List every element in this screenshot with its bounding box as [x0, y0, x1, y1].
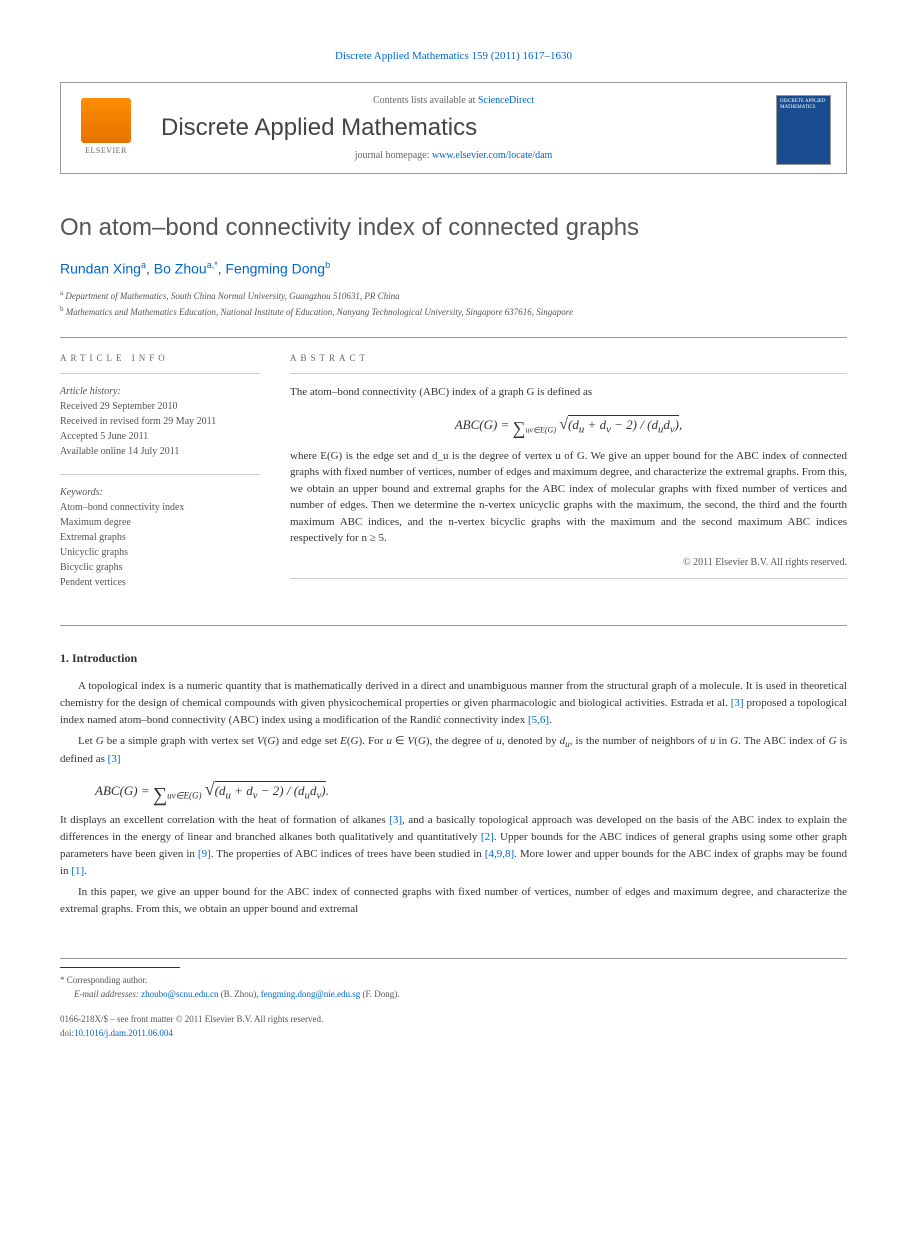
keywords-block: Keywords: Atom–bond connectivity index M…: [60, 485, 260, 590]
intro-formula: ABC(G) = ∑uv∈E(G) √(du + dv − 2) / (dudv…: [95, 778, 847, 802]
ref-link[interactable]: [9]: [198, 848, 211, 860]
ref-link[interactable]: [3]: [389, 814, 402, 826]
keywords-label: Keywords:: [60, 485, 260, 500]
email-link[interactable]: zhoubo@scnu.edu.cn: [141, 989, 218, 999]
article-info-label: ARTICLE INFO: [60, 353, 260, 363]
journal-cover-thumbnail: DISCRETE APPLIED MATHEMATICS: [776, 95, 831, 165]
elsevier-logo: ELSEVIER: [76, 98, 136, 163]
journal-title: Discrete Applied Mathematics: [161, 114, 826, 142]
issn-line: 0166-218X/$ – see front matter © 2011 El…: [60, 1013, 847, 1027]
contents-line: Contents lists available at ScienceDirec…: [81, 95, 826, 106]
intro-paragraph: Let G be a simple graph with vertex set …: [60, 733, 847, 768]
doi-label: doi:: [60, 1028, 74, 1038]
ref-link[interactable]: [1]: [71, 865, 84, 877]
abstract-label: ABSTRACT: [290, 353, 847, 363]
intro-paragraph: In this paper, we give an upper bound fo…: [60, 884, 847, 918]
doi-link[interactable]: 10.1016/j.dam.2011.06.004: [74, 1028, 173, 1038]
keyword: Pendent vertices: [60, 575, 260, 590]
citation-header: Discrete Applied Mathematics 159 (2011) …: [60, 50, 847, 62]
keyword: Extremal graphs: [60, 530, 260, 545]
keyword: Maximum degree: [60, 515, 260, 530]
abstract-p1: The atom–bond connectivity (ABC) index o…: [290, 386, 592, 398]
intro-paragraph: A topological index is a numeric quantit…: [60, 678, 847, 729]
keyword: Bicyclic graphs: [60, 560, 260, 575]
homepage-link[interactable]: www.elsevier.com/locate/dam: [432, 150, 552, 161]
online-date: Available online 14 July 2011: [60, 444, 260, 459]
intro-paragraph: It displays an excellent correlation wit…: [60, 812, 847, 880]
elsevier-text: ELSEVIER: [76, 146, 136, 155]
thin-divider: [290, 578, 847, 579]
email-name: (F. Dong).: [360, 989, 399, 999]
author-sup: b: [325, 260, 330, 270]
article-title: On atom–bond connectivity index of conne…: [60, 214, 847, 242]
email-name: (B. Zhou),: [218, 989, 260, 999]
history-label: Article history:: [60, 384, 260, 399]
divider: [60, 625, 847, 626]
ref-link[interactable]: [3]: [108, 753, 121, 765]
abstract-copyright: © 2011 Elsevier B.V. All rights reserved…: [290, 557, 847, 568]
abstract-p2: where E(G) is the edge set and d_u is th…: [290, 450, 847, 545]
article-history: Article history: Received 29 September 2…: [60, 384, 260, 459]
received-date: Received 29 September 2010: [60, 399, 260, 414]
author-sup: a: [141, 260, 146, 270]
journal-cover-title: DISCRETE APPLIED MATHEMATICS: [777, 96, 830, 114]
info-abstract-row: ARTICLE INFO Article history: Received 2…: [60, 353, 847, 605]
ref-link[interactable]: [4,9,8]: [485, 848, 514, 860]
keyword: Atom–bond connectivity index: [60, 500, 260, 515]
corresponding-author: * Corresponding author.: [60, 974, 847, 988]
ref-link[interactable]: [5,6]: [528, 714, 549, 726]
abstract-column: ABSTRACT The atom–bond connectivity (ABC…: [290, 353, 847, 605]
divider: [60, 337, 847, 338]
section-heading-intro: 1. Introduction: [60, 651, 847, 666]
homepage-prefix: journal homepage:: [355, 150, 432, 161]
author-link[interactable]: Bo Zhou: [154, 261, 207, 277]
author-link[interactable]: Rundan Xing: [60, 261, 141, 277]
affiliation: b Mathematics and Mathematics Education,…: [60, 305, 847, 317]
affiliation-sup: a: [60, 289, 63, 297]
abstract-text: The atom–bond connectivity (ABC) index o…: [290, 384, 847, 547]
email-link[interactable]: fengming.dong@nie.edu.sg: [261, 989, 361, 999]
elsevier-tree-icon: [81, 98, 131, 143]
sciencedirect-link[interactable]: ScienceDirect: [478, 95, 534, 106]
doi-line: doi:10.1016/j.dam.2011.06.004: [60, 1027, 847, 1041]
contents-text: Contents lists available at: [373, 95, 478, 106]
thin-divider: [60, 373, 260, 374]
ref-link[interactable]: [3]: [731, 697, 744, 709]
abstract-formula: ABC(G) = ∑uv∈E(G) √(du + dv − 2) / (dudv…: [290, 410, 847, 438]
thin-divider: [60, 474, 260, 475]
authors-line: Rundan Xinga, Bo Zhoua,*, Fengming Dongb: [60, 260, 847, 277]
revised-date: Received in revised form 29 May 2011: [60, 414, 260, 429]
thin-divider: [290, 373, 847, 374]
affiliation-text: Mathematics and Mathematics Education, N…: [66, 307, 573, 317]
ref-link[interactable]: [2]: [481, 831, 494, 843]
article-info-column: ARTICLE INFO Article history: Received 2…: [60, 353, 260, 605]
affiliation-text: Department of Mathematics, South China N…: [65, 291, 399, 301]
page-container: Discrete Applied Mathematics 159 (2011) …: [0, 0, 907, 1090]
journal-header-box: ELSEVIER DISCRETE APPLIED MATHEMATICS Co…: [60, 82, 847, 174]
keyword: Unicyclic graphs: [60, 545, 260, 560]
email-line: E-mail addresses: zhoubo@scnu.edu.cn (B.…: [60, 988, 847, 1002]
email-label: E-mail addresses:: [74, 989, 141, 999]
author-link[interactable]: Fengming Dong: [225, 261, 325, 277]
author-sup: a,*: [207, 260, 218, 270]
affiliation-sup: b: [60, 305, 64, 313]
affiliation: a Department of Mathematics, South China…: [60, 289, 847, 301]
accepted-date: Accepted 5 June 2011: [60, 429, 260, 444]
page-footer: * Corresponding author. E-mail addresses…: [60, 958, 847, 1040]
journal-homepage: journal homepage: www.elsevier.com/locat…: [81, 150, 826, 161]
footer-divider: [60, 967, 180, 968]
